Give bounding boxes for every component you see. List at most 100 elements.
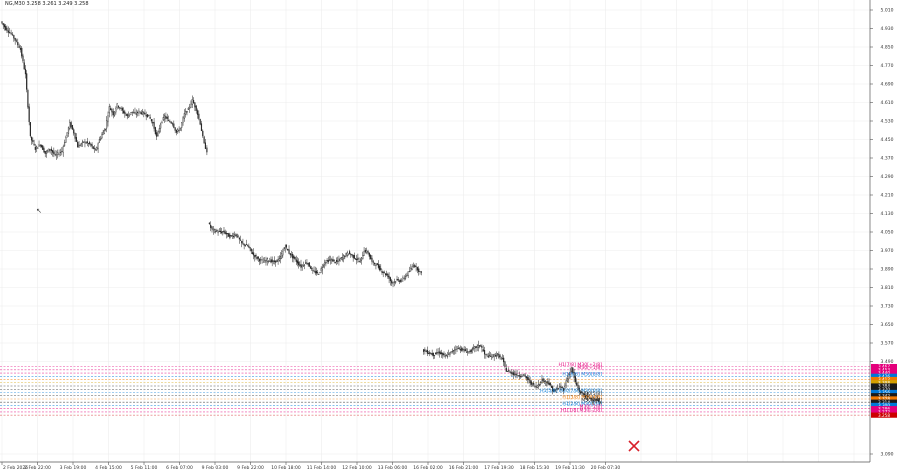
candle-body [255,254,257,257]
candle-body [346,252,348,256]
candle-body [442,352,444,356]
candle-body [566,378,569,382]
x-tick-label: 2 Feb 22:00 [24,465,51,471]
candle-body [42,145,44,150]
candle-body [573,372,575,378]
candle-body [183,113,185,119]
candle-body [508,370,510,372]
candle-body [166,116,168,119]
candle-body [594,398,596,401]
candle-body [477,344,479,348]
candle-body [116,103,118,108]
candle-body [92,146,94,149]
candle-body [464,349,466,352]
candle-body [206,147,208,153]
candle-body [381,270,383,273]
candle-body [582,393,584,395]
y-tick-label: 4.050 [881,230,894,236]
candle-body [393,281,395,283]
candle-body [396,279,398,281]
candle-body [527,377,529,380]
candle-body [294,257,296,260]
level-price-tag [871,380,897,386]
y-tick-label: 3.090 [881,452,894,458]
level-price-tag-text: 3.328 [878,397,890,402]
candle-body [407,271,409,276]
candle-body [347,253,349,256]
candle-body [110,108,112,111]
candle-body [499,355,501,357]
candle-body [529,380,531,383]
candle-body [102,131,104,135]
candle-body [185,111,187,115]
candle-body [432,352,434,356]
candle-body [89,142,91,144]
candle-body [288,249,290,254]
candle-body [384,273,387,276]
candle-body [597,399,600,403]
level-price-tag-text: 3.453 [878,367,890,372]
candle-body [293,255,295,259]
y-tick-label: 3.730 [881,304,894,310]
candle-body [562,388,565,391]
candle-body [463,349,465,351]
candle-body [37,147,39,149]
candle-body [174,127,176,131]
candle-body [282,251,284,256]
candle-body [117,105,120,108]
close-x-icon[interactable] [628,440,640,452]
candle-body [126,114,128,117]
candle-body [243,243,245,246]
candle-body [278,258,280,261]
candle-body [191,99,193,105]
candle-body [287,248,289,251]
candle-body [35,146,38,149]
candle-body [279,256,282,260]
candle-body [339,258,341,262]
candle-body [578,387,580,393]
candle-body [414,265,416,268]
candle-body [570,367,573,373]
candle-body [564,386,566,390]
candle-body [276,259,278,263]
candle-body [78,144,80,148]
level-price-tag [871,399,897,405]
candle-body [224,231,226,234]
candle-body [504,361,506,367]
candle-body [169,120,171,123]
candle-body [482,349,484,352]
candle-body [436,352,438,354]
candle-body [48,148,50,153]
candle-body [541,379,543,383]
candle-body [574,376,576,383]
candle-body [43,148,45,153]
candle-body [69,122,71,129]
candle-body [452,350,455,352]
level-label: H1[2/8] M30[1/8] [562,401,602,407]
x-tick-label: 4 Feb 15:00 [95,465,122,471]
candle-body [107,115,109,123]
candle-body [497,353,499,355]
candle-body [2,23,4,26]
candle-body [23,62,25,70]
candle-body [352,254,354,258]
candle-body [146,114,149,118]
y-tick-label: 4.690 [881,82,894,88]
candle-body [577,384,579,389]
candle-body [528,378,530,381]
candle-body [552,386,554,392]
candle-body [392,282,394,285]
candle-body [77,141,79,148]
candle-body [271,259,273,263]
candle-body [325,261,327,263]
candle-body [67,127,70,134]
candle-body [450,351,452,353]
candle-body [537,383,539,387]
candle-body [397,279,399,281]
y-tick-label: 4.210 [881,193,894,199]
candle-body [386,273,388,276]
candle-body [298,261,300,266]
candle-body [439,352,442,355]
candle-body [27,90,29,108]
